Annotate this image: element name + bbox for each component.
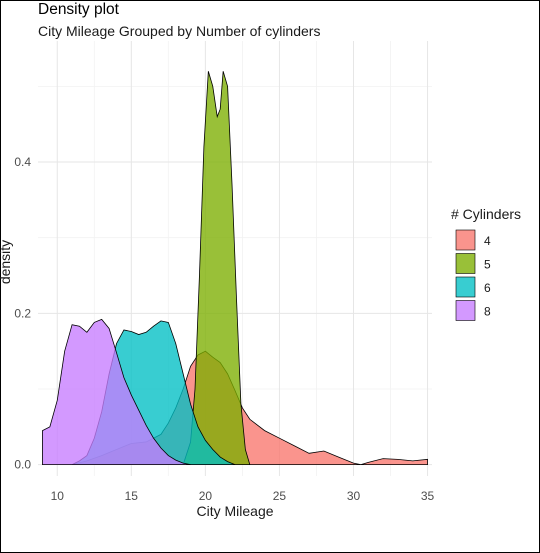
legend-items: 4 5 6 8 <box>455 229 491 321</box>
legend: # Cylinders 4 5 6 8 <box>451 206 521 321</box>
x-axis-label: City Mileage <box>196 503 273 519</box>
x-axis-ticks: 10 15 20 25 30 35 <box>51 489 435 503</box>
x-tick-label: 25 <box>273 489 287 503</box>
legend-key-5 <box>455 253 476 274</box>
legend-label-4: 4 <box>484 234 491 248</box>
x-tick-label: 35 <box>421 489 435 503</box>
density-area-8 <box>42 318 191 466</box>
legend-key-4 <box>455 229 476 251</box>
x-tick-label: 15 <box>125 489 139 503</box>
y-tick-label: 0.4 <box>14 155 31 169</box>
x-tick-label: 20 <box>199 489 213 503</box>
y-axis-label: density <box>0 240 13 284</box>
y-tick-label: 0.2 <box>14 306 31 320</box>
y-tick-label: 0.0 <box>14 458 31 472</box>
legend-label-5: 5 <box>484 258 491 272</box>
chart-subtitle: City Mileage Grouped by Number of cylind… <box>38 23 321 39</box>
x-tick-label: 30 <box>347 489 361 503</box>
density-area-5 <box>182 71 251 466</box>
legend-key-6 <box>455 276 476 298</box>
legend-title: # Cylinders <box>451 206 521 222</box>
density-areas <box>42 71 428 466</box>
legend-key-8 <box>455 300 476 321</box>
chart-title: Density plot <box>38 1 119 18</box>
legend-label-6: 6 <box>484 281 491 295</box>
x-tick-label: 10 <box>51 489 65 503</box>
legend-label-8: 8 <box>484 305 491 319</box>
y-axis-ticks: 0.0 0.2 0.4 <box>14 155 31 472</box>
